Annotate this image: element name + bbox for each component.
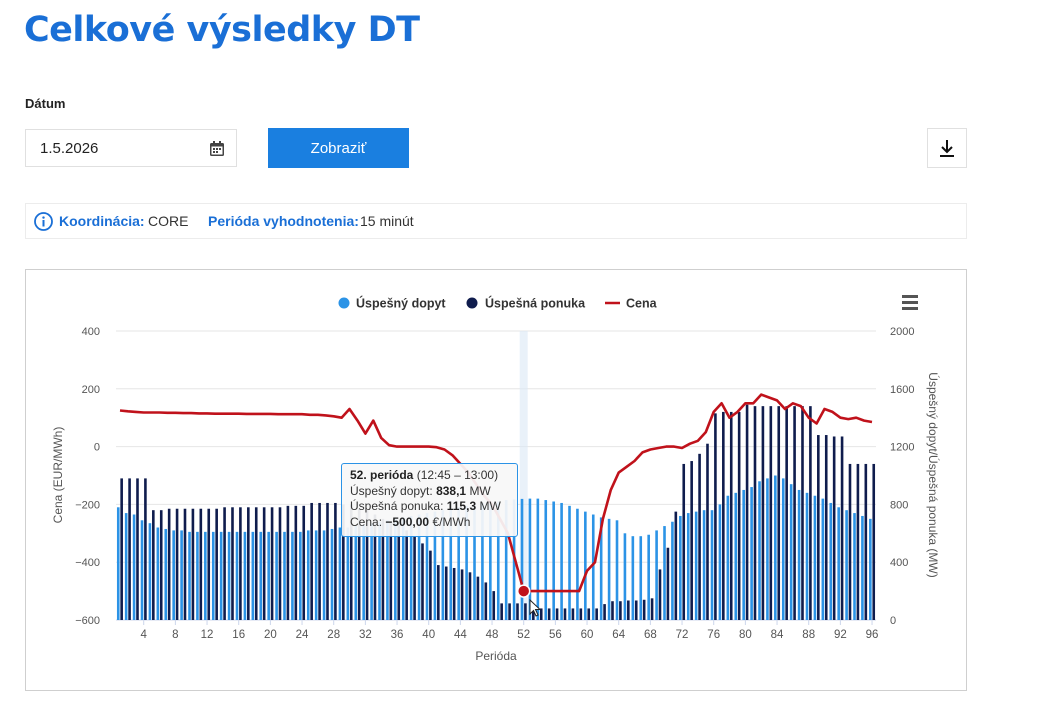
info-bar: Koordinácia: CORE Perióda vyhodnotenia: … — [25, 203, 967, 239]
evaluation-period-label: Perióda vyhodnotenia: — [208, 213, 359, 229]
tooltip-supply-value: 115,3 — [446, 499, 477, 513]
tooltip-demand-label: Úspešný dopyt: — [350, 483, 433, 498]
show-button[interactable]: Zobraziť — [268, 128, 409, 168]
date-label: Dátum — [25, 96, 66, 111]
chart-tooltip: 52. perióda (12:45 – 13:00) Úspešný dopy… — [341, 463, 518, 537]
chart-menu-icon[interactable] — [902, 295, 918, 310]
page-title: Celkové výsledky DT — [24, 10, 420, 50]
date-field[interactable] — [25, 129, 237, 167]
info-icon — [34, 212, 53, 231]
tooltip-demand-value: 838,1 — [436, 483, 467, 498]
download-icon — [940, 140, 954, 157]
calendar-icon[interactable] — [210, 141, 224, 156]
tooltip-price-value: −500,00 — [385, 514, 430, 529]
tooltip-price-label: Cena: — [350, 514, 383, 529]
tooltip-period: 52. perióda — [350, 468, 414, 482]
evaluation-period-value: 15 minút — [360, 213, 414, 229]
coordination-value: CORE — [148, 213, 189, 229]
tooltip-time: (12:45 – 13:00) — [416, 468, 499, 482]
coordination-label: Koordinácia: — [59, 213, 145, 229]
download-button[interactable] — [927, 128, 967, 168]
tooltip-supply-label: Úspešná ponuka: — [350, 499, 444, 513]
date-input[interactable] — [38, 139, 202, 158]
